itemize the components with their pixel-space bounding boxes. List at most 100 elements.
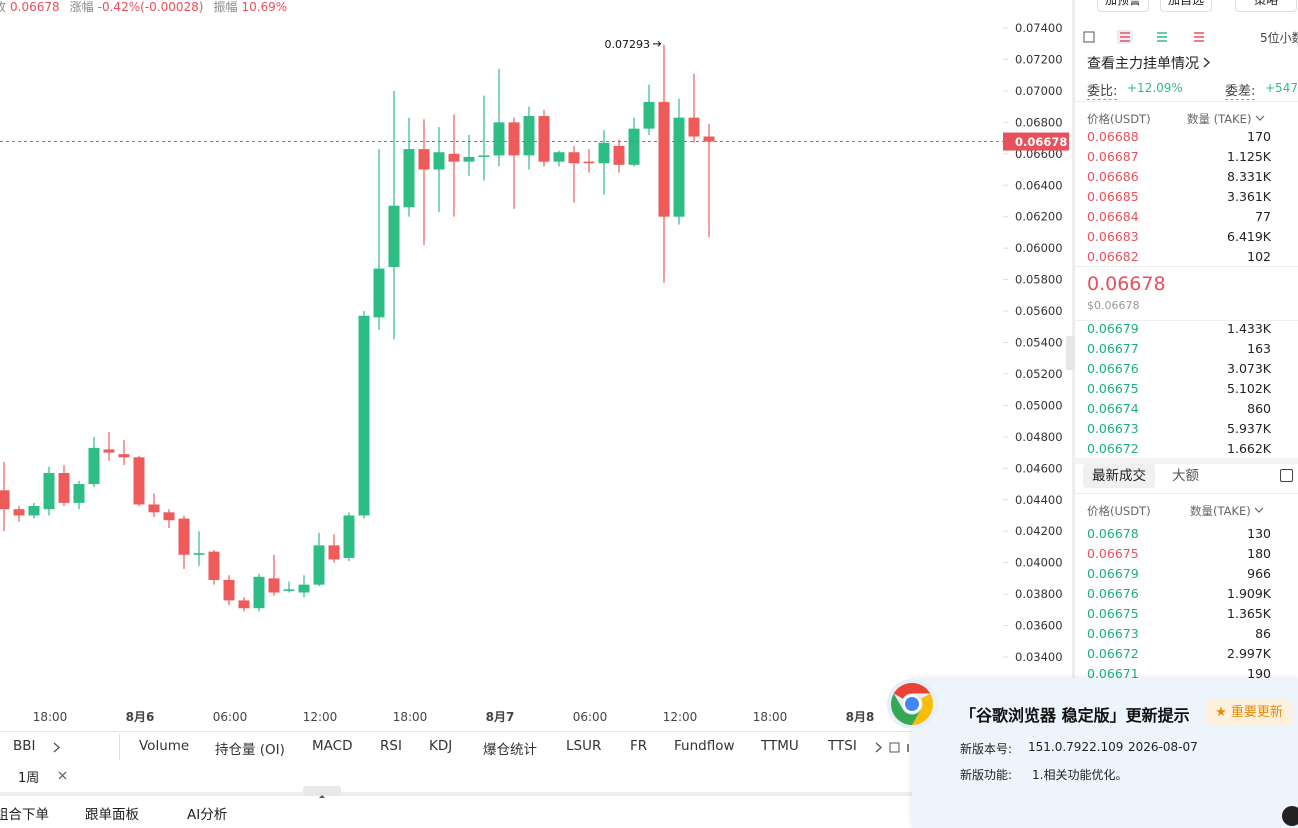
row-qty: 1.662K xyxy=(1227,441,1271,456)
y-tick-label: 0.05800 xyxy=(1015,273,1063,287)
row-price: 0.06686 xyxy=(1087,169,1139,184)
panel-handle[interactable] xyxy=(1066,336,1075,370)
separator xyxy=(1075,493,1298,494)
row-price: 0.06675 xyxy=(1087,546,1139,561)
tab-tools[interactable] xyxy=(875,742,915,753)
candle-body xyxy=(133,457,145,505)
splitter-handle[interactable] xyxy=(303,786,341,798)
diff-label: 委差: xyxy=(1225,80,1256,100)
candle-body xyxy=(28,506,40,516)
info-label: 振幅 xyxy=(213,0,238,14)
icon[interactable] xyxy=(1083,31,1095,43)
icon[interactable] xyxy=(1194,32,1204,42)
y-tick-label: 0.03600 xyxy=(1015,619,1063,633)
header-text[interactable]: 数量(TAKE) xyxy=(1190,504,1251,518)
indicator[interactable]: BBI xyxy=(13,738,36,754)
close-icon[interactable] xyxy=(58,771,67,780)
bottom-tab[interactable]: 跟单面板 xyxy=(85,807,139,823)
mid-usd: $0.06678 xyxy=(1087,299,1140,312)
indicator-tab[interactable]: Volume xyxy=(139,738,190,754)
row-qty: 2.997K xyxy=(1227,646,1271,661)
trade-header[interactable]: 数量(TAKE) xyxy=(1190,503,1264,519)
candle-body xyxy=(283,589,295,591)
y-tick-label: 0.05200 xyxy=(1015,367,1063,381)
indicator-tab[interactable]: TTMU xyxy=(761,738,799,754)
period[interactable]: 1周 xyxy=(18,771,40,786)
indicator-tab[interactable]: LSUR xyxy=(566,738,602,754)
trade-tab-active[interactable]: 最新成交 xyxy=(1083,464,1155,488)
row-price: 0.06673 xyxy=(1087,421,1139,436)
x-tick-label: 18:00 xyxy=(33,710,68,724)
row-qty: 1.909K xyxy=(1227,586,1271,601)
chevron xyxy=(1203,57,1211,68)
row-qty: 6.419K xyxy=(1227,229,1271,244)
y-tick-label: 0.05600 xyxy=(1015,304,1063,318)
candle-body xyxy=(658,101,670,217)
candle-body xyxy=(448,153,460,162)
row-qty: 180 xyxy=(1247,546,1271,561)
chrome-logo xyxy=(887,679,937,728)
chevron xyxy=(1255,115,1265,121)
candle-body xyxy=(178,518,190,555)
candle-body xyxy=(223,579,235,601)
separator xyxy=(1075,458,1298,464)
row-qty: 190 xyxy=(1247,666,1271,681)
bottom-tab[interactable]: 组合下单 xyxy=(0,807,49,823)
candle-body xyxy=(118,454,130,458)
checkbox[interactable] xyxy=(1280,469,1293,482)
button[interactable]: 加预警 xyxy=(1097,0,1149,12)
indicator-tab[interactable]: Fundflow xyxy=(674,738,735,754)
candle-body xyxy=(583,161,595,164)
candle-body xyxy=(208,551,220,580)
row-qty: 1.125K xyxy=(1227,149,1271,164)
candle-body xyxy=(703,136,715,142)
indicator-tab[interactable]: 爆仓统计 xyxy=(483,742,537,758)
y-tick-label: 0.06200 xyxy=(1015,210,1063,224)
features-label: 新版功能: xyxy=(960,768,1013,782)
indicator-tab[interactable]: RSI xyxy=(380,738,402,754)
ratio-label: 委比: xyxy=(1087,80,1118,100)
info-value: -0.42%(-0.00028) xyxy=(97,0,204,14)
row-price: 0.06684 xyxy=(1087,209,1139,224)
icon[interactable] xyxy=(1120,32,1130,42)
candle-body xyxy=(673,117,685,217)
x-tick-label: 8月8 xyxy=(846,710,875,724)
row-price: 0.06682 xyxy=(1087,249,1139,264)
release-date: 2026-08-07 xyxy=(1128,740,1198,754)
row-qty: 102 xyxy=(1247,249,1271,264)
indicator-tab[interactable]: TTSI xyxy=(828,738,857,754)
candle-body xyxy=(43,473,55,510)
decimals[interactable]: 5位小数 xyxy=(1260,31,1298,45)
candle-body xyxy=(313,545,325,585)
main-orders-link[interactable]: 查看主力挂单情况 xyxy=(1087,53,1211,73)
link-text[interactable]: 查看主力挂单情况 xyxy=(1087,56,1199,72)
candle-body xyxy=(643,101,655,129)
icon[interactable] xyxy=(1157,32,1167,42)
indicator-tab[interactable]: MACD xyxy=(312,738,353,754)
separator xyxy=(1075,101,1298,102)
indicator-tab[interactable]: FR xyxy=(630,738,648,754)
indicator-tab[interactable]: KDJ xyxy=(429,738,453,754)
row-price: 0.06676 xyxy=(1087,361,1139,376)
button[interactable]: 策略 xyxy=(1235,0,1297,12)
candle-body xyxy=(298,584,310,593)
book-icons[interactable] xyxy=(1083,28,1223,48)
info-value: 10.69% xyxy=(241,0,288,14)
header-text[interactable]: 数量 (TAKE) xyxy=(1187,112,1252,126)
candle-body xyxy=(478,155,490,157)
chevron[interactable] xyxy=(53,742,61,753)
row-price: 0.06677 xyxy=(1087,341,1139,356)
row-price: 0.06675 xyxy=(1087,381,1139,396)
book-header[interactable]: 数量 (TAKE) xyxy=(1187,111,1265,127)
side-panel: 加预警 加自选 策略 5位小数 查看主力挂单情况 委比: +12.09% 委差:… xyxy=(1075,0,1298,828)
book-header: 价格(USDT) xyxy=(1087,112,1151,126)
help-button[interactable] xyxy=(1282,806,1298,826)
trade-tab[interactable]: 大额 xyxy=(1172,468,1199,484)
button[interactable]: 加自选 xyxy=(1160,0,1212,12)
ratio: +12.09% xyxy=(1127,81,1183,95)
candle-body xyxy=(328,545,340,560)
indicator-tab[interactable]: 持仓量 (OI) xyxy=(215,742,285,758)
max-label: 0.07293 xyxy=(605,38,651,51)
row-price: 0.06675 xyxy=(1087,606,1139,621)
bottom-tab[interactable]: AI分析 xyxy=(187,807,228,823)
